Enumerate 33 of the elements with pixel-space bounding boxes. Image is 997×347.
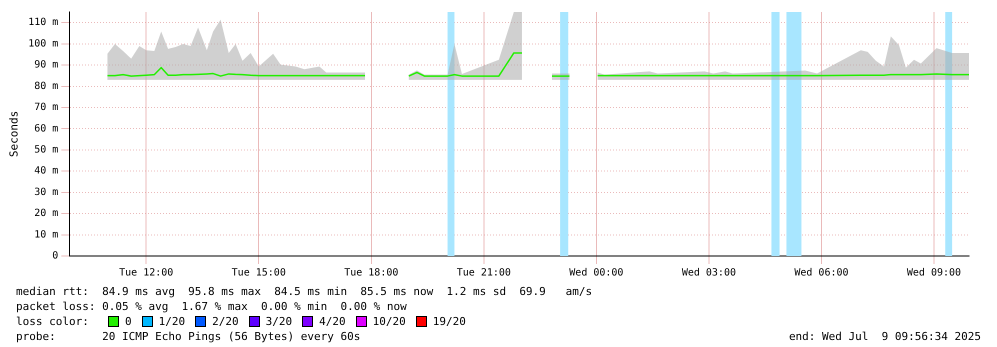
text: loss color:	[16, 314, 90, 329]
text: median rtt: 84.9 ms avg 95.8 ms max 84.5 ms min 85.5 ms now 1.2 ms sd 69.9 am/s	[16, 284, 594, 299]
text: 0	[125, 314, 132, 329]
text: 3/20	[266, 314, 292, 329]
x-tick-label: Wed 03:00	[682, 268, 736, 279]
text: 4/20	[319, 314, 346, 329]
x-tick-label: Tue 12:00	[119, 268, 174, 279]
x-tick-label: Wed 09:00	[906, 268, 962, 279]
y-tick-label: 80 m	[34, 80, 58, 92]
y-tick-label: 70 m	[34, 102, 58, 114]
y-tick-label: 50 m	[34, 144, 58, 156]
y-tick-label: 110 m	[28, 17, 58, 28]
y-tick-label: 20 m	[34, 208, 58, 220]
x-tick-label: Tue 21:00	[456, 268, 511, 279]
y-tick-label: 0	[52, 250, 58, 262]
y-tick-label: 30 m	[34, 186, 58, 198]
x-tick-label: Tue 18:00	[344, 268, 398, 279]
text: 1/20	[158, 314, 186, 329]
text: 2/20	[212, 314, 239, 329]
y-tick-label: 10 m	[34, 229, 58, 240]
y-tick-label: 60 m	[34, 123, 58, 134]
text: end: Wed Jul 9 09:56:34 2025	[788, 329, 981, 344]
x-tick-label: Wed 00:00	[569, 268, 624, 279]
x-tick-label: Tue 15:00	[232, 268, 286, 279]
y-axis-title: Seconds	[7, 110, 20, 158]
text: 10/20	[372, 314, 406, 329]
y-tick-label: 90 m	[34, 60, 58, 71]
x-tick-label: Wed 06:00	[794, 268, 849, 279]
text: packet loss: 0.05 % avg 1.67 % max 0.00 % min 0.00 % now	[16, 299, 408, 314]
y-tick-label: 40 m	[34, 166, 58, 177]
y-tick-label: 100 m	[28, 38, 58, 50]
text: 19/20	[432, 314, 466, 329]
text: probe: 20 ICMP Echo Pings (56 Bytes) every 60s	[16, 329, 360, 344]
